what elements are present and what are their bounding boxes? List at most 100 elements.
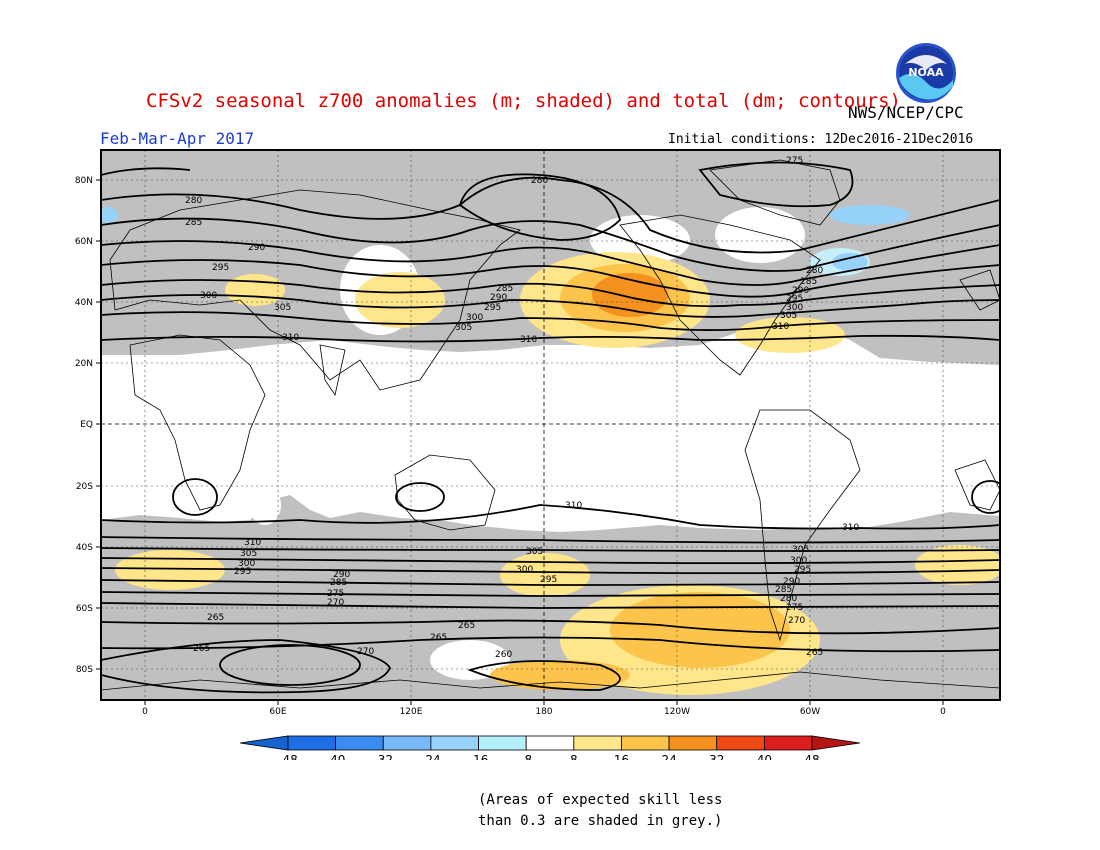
contour-label-310-indian: 310: [244, 538, 261, 548]
contour-label-265-central: 265: [430, 633, 447, 643]
contour-label-280-atlantic: 280: [806, 266, 823, 276]
colorbar-label: 32: [709, 753, 724, 760]
contour-label-310-pacific: 310: [520, 335, 537, 345]
colorbar-label: 48: [804, 753, 819, 760]
contour-label-295-atlantic: 295: [786, 294, 803, 304]
contour-label-300-mideast: 300: [200, 291, 217, 301]
longitude-axis: 0 60E 120E 180 120W 60W 0: [142, 707, 946, 717]
contour-label-275-indian: 275: [327, 589, 344, 599]
colorbar-box: [763, 735, 813, 751]
colorbar-box: [525, 735, 575, 751]
initial-conditions-label: Initial conditions: 12Dec2016-21Dec2016: [668, 132, 974, 147]
contour-label-285-indian: 285: [330, 578, 347, 588]
contour-label-295-nz: 295: [540, 575, 557, 585]
lon-label-60w: 60W: [800, 707, 820, 717]
lon-label-120e: 120E: [400, 707, 423, 717]
contour-label-280-patagonia: 280: [780, 594, 797, 604]
contour-label-305-pacific: 305: [455, 323, 472, 333]
lon-label-60e: 60E: [269, 707, 286, 717]
colorbar-label: 16: [614, 753, 629, 760]
lon-label-120w: 120W: [664, 707, 690, 717]
colorbar-box: [287, 735, 337, 751]
map-frame: [100, 149, 1001, 701]
contour-label-260-ross: 260: [495, 650, 512, 660]
contour-label-290-asia: 290: [248, 243, 265, 253]
contour-label-290-patagonia: 290: [783, 577, 800, 587]
contour-label-300-patagonia: 300: [790, 556, 807, 566]
contour-label-275-patagonia: 275: [786, 603, 803, 613]
lat-label-80s: 80S: [76, 665, 93, 675]
lat-label-eq: EQ: [80, 420, 93, 430]
contour-label-305-indian: 305: [240, 549, 257, 559]
contour-label-280-pacific: 280: [531, 176, 548, 186]
contour-label-270-indian: 270: [327, 598, 344, 608]
colorbar-label: -48: [278, 753, 298, 760]
lat-label-20n: 20N: [75, 359, 93, 369]
contour-label-290-pacific: 290: [490, 293, 507, 303]
contour-label-265-ross: 265: [458, 621, 475, 631]
colorbar-box: [573, 735, 622, 751]
contour-label-295-indian: 295: [234, 567, 251, 577]
longitude-ticks: [144, 700, 944, 705]
contour-label-285-patagonia: 285: [775, 585, 792, 595]
skill-footnote-line-1: (Areas of expected skill less: [478, 792, 723, 808]
contour-label-285-atlantic: 285: [800, 277, 817, 287]
contour-label-270-antarctic: 270: [357, 647, 374, 657]
colorbar-label: -24: [421, 753, 441, 760]
colorbar-label: -8: [520, 753, 532, 760]
colorbar-label: 8: [570, 753, 578, 760]
coastlines: [101, 159, 1000, 691]
colorbar-arrow-high: [811, 735, 861, 751]
contour-label-285-africa: 285: [185, 218, 202, 228]
lon-label-0-east: 0: [940, 707, 946, 717]
contour-label-265-west: 265: [207, 613, 224, 623]
contour-label-265-patagonia: 265: [806, 648, 823, 658]
contour-label-295-pacific: 295: [484, 303, 501, 313]
negative-anomaly-shading: [101, 205, 910, 276]
lat-label-80n: 80N: [75, 176, 93, 186]
contour-label-310-asia: 310: [282, 333, 299, 343]
agency-label: NWS/NCEP/CPC: [848, 103, 964, 122]
lat-label-60n: 60N: [75, 237, 93, 247]
colorbar-box: [716, 735, 765, 751]
contour-labels: 275 280 280 285 290 295 300 305 310 285 …: [185, 156, 859, 660]
colorbar-box: [335, 735, 384, 751]
contour-label-290-indian: 290: [333, 570, 350, 580]
contour-label-275: 275: [786, 156, 803, 166]
latitude-axis: 80N 60N 40N 20N EQ 20S 40S 60S 80S: [75, 176, 93, 675]
colorbar-label: 40: [757, 753, 772, 760]
contour-label-285-pacific: 285: [496, 284, 513, 294]
contour-label-310-south-atlantic: 310: [842, 523, 859, 533]
lat-label-20s: 20S: [76, 482, 93, 492]
contour-label-295-europe: 295: [212, 263, 229, 273]
contour-label-305-asia: 305: [274, 303, 291, 313]
colorbar-arrow-low: [239, 735, 289, 751]
lon-label-0-west: 0: [142, 707, 148, 717]
map-title: CFSv2 seasonal z700 anomalies (m; shaded…: [146, 90, 901, 112]
contour-label-305-nz: 305: [526, 547, 543, 557]
contour-label-290-atlantic: 290: [792, 286, 809, 296]
contour-label-300-pacific: 300: [466, 313, 483, 323]
lon-label-180: 180: [535, 707, 552, 717]
contour-label-300-nz: 300: [516, 565, 533, 575]
contour-label-310-south-pacific: 310: [565, 501, 582, 511]
colorbar-label: -40: [326, 753, 346, 760]
colorbar: -48 -40 -32 -24 -16 -8 8 16 24 32 40 48: [239, 735, 861, 760]
contour-label-305-patagonia: 305: [792, 545, 809, 555]
colorbar-box: [478, 735, 527, 751]
contour-label-280-africa: 280: [185, 196, 202, 206]
colorbar-box: [382, 735, 432, 751]
contour-label-305-atlantic: 305: [780, 311, 797, 321]
contour-label-310-atlantic: 310: [772, 322, 789, 332]
contour-label-300-indian: 300: [238, 559, 255, 569]
lat-label-60s: 60S: [76, 604, 93, 614]
contour-label-295-patagonia: 295: [794, 565, 811, 575]
colorbar-label: -16: [469, 753, 489, 760]
contour-label-300-atlantic: 300: [786, 303, 803, 313]
z700-anomaly-map: 275 280 280 285 290 295 300 305 310 285 …: [75, 149, 1001, 760]
contour-label-270-patagonia: 270: [788, 616, 805, 626]
noaa-logo-text: NOAA: [908, 66, 944, 79]
skill-footnote-line-2: than 0.3 are shaded in grey.): [478, 813, 723, 829]
height-contours: [101, 161, 1000, 694]
colorbar-label: -32: [373, 753, 393, 760]
